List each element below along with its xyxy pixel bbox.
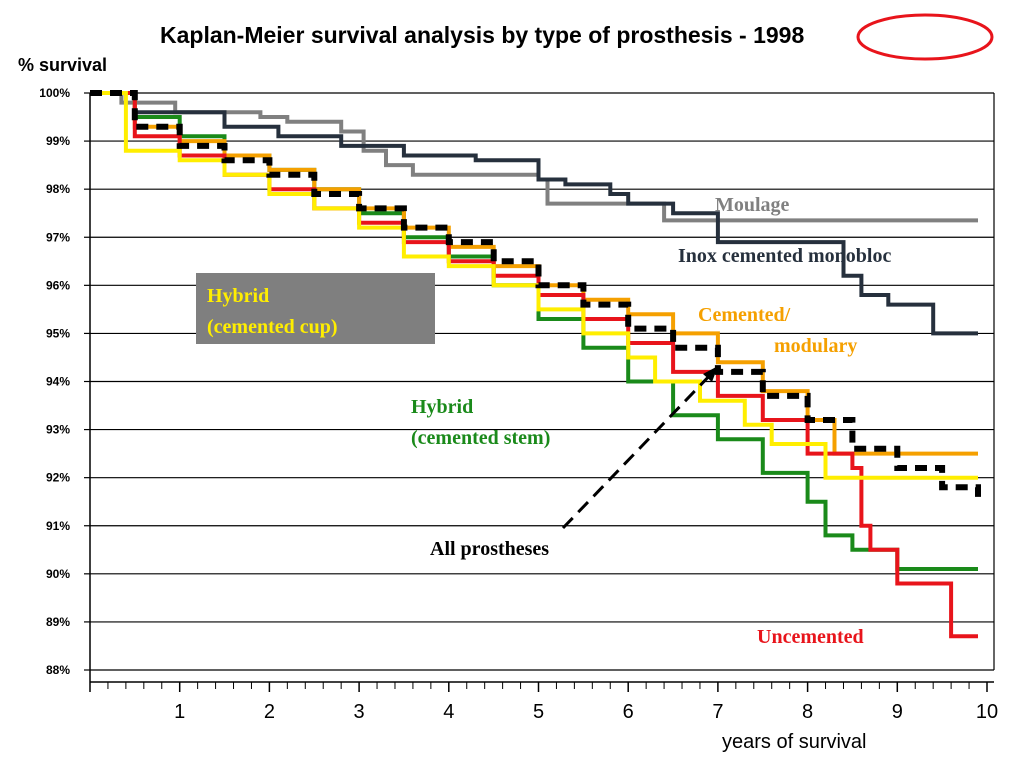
x-tick-label: 3 [354,701,365,723]
annotation-cemented-modulary: Cemented/ [698,304,791,326]
year-highlight-circle [856,13,994,61]
y-axis-label: % survival [18,55,107,75]
annotation-cemented-modulary: modulary [774,335,857,357]
x-tick-label: 1 [174,701,185,723]
annotation-hybrid-cup: (cemented cup) [207,316,338,338]
series-lines [90,90,981,639]
annotation-uncemented: Uncemented [757,626,864,648]
y-tick-label: 96% [46,278,70,292]
x-tick-label: 5 [533,701,544,723]
y-tick-label: 88% [46,663,70,677]
label-box-hybrid-cup [196,273,435,344]
chart-title: Kaplan-Meier survival analysis by type o… [160,22,804,48]
y-tick-label: 92% [46,471,70,485]
x-tick-label: 7 [712,701,723,723]
y-tick-label: 94% [46,375,70,389]
y-tick-label: 93% [46,423,70,437]
x-axis-label: years of survival [722,731,867,753]
y-tick-label: 100% [39,86,70,100]
x-tick-label: 6 [623,701,634,723]
x-tick-label: 4 [443,701,454,723]
y-tick-label: 89% [46,615,70,629]
annotation-moulage: Moulage [715,194,790,216]
series-line-inox [90,91,978,336]
y-tick-label: 90% [46,567,70,581]
all-prostheses-pointer [561,368,717,530]
annotation-inox: Inox cemented monobloc [678,245,891,267]
y-tick-label: 91% [46,519,70,533]
x-tick-label: 2 [264,701,275,723]
annotation-all: All prostheses [430,538,549,560]
annotation-hybrid-cup: Hybrid [207,285,269,307]
series-annotations: Moulage Inox cemented monobloc Cemented/mo… [196,194,891,648]
axes: 100% 99% 98% 97% 96% 95% 94% 93% 92% 91% 90% 89% 88%… [39,86,998,723]
y-tick-label: 97% [46,230,70,244]
y-tick-label: 95% [46,326,70,340]
all-prostheses-arrowhead [703,366,718,382]
series-line-all [90,90,981,497]
x-tick-label: 10 [976,701,998,723]
x-tick-label: 8 [802,701,813,723]
series-line-hybrid-cup [90,91,978,480]
y-tick-label: 98% [46,182,70,196]
annotation-hybrid-stem: (cemented stem) [411,427,550,449]
annotation-hybrid-stem: Hybrid [411,396,473,418]
y-tick-label: 99% [46,134,70,148]
x-tick-label: 9 [892,701,903,723]
